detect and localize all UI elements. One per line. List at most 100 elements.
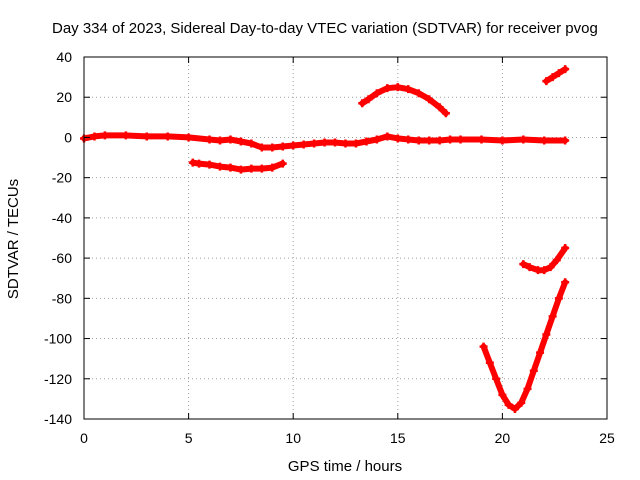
data-point	[404, 85, 413, 94]
data-point	[90, 132, 99, 141]
data-point	[479, 342, 488, 351]
data-point	[257, 164, 266, 173]
data-point	[364, 95, 373, 104]
data-point	[247, 139, 256, 148]
data-point	[247, 164, 256, 173]
data-series	[80, 65, 570, 413]
data-point	[184, 133, 193, 142]
series-arc-mid-right	[519, 244, 570, 275]
data-point	[529, 366, 538, 375]
series-arc-deep-dip	[479, 278, 570, 413]
data-point	[351, 139, 360, 148]
data-point	[561, 278, 570, 287]
data-point	[372, 89, 381, 98]
data-point	[435, 136, 444, 145]
data-point	[320, 138, 329, 147]
x-tick-label: 5	[185, 430, 193, 446]
data-point	[331, 138, 340, 147]
series-trace	[189, 159, 286, 173]
series-arc-top-right	[542, 65, 570, 86]
y-tick-label: 40	[56, 49, 72, 65]
data-point	[226, 135, 235, 144]
data-point	[236, 137, 245, 146]
data-point	[548, 73, 557, 82]
data-point	[121, 131, 130, 140]
y-tick-label: -60	[52, 250, 72, 266]
data-point	[498, 390, 507, 399]
y-tick-label: -120	[44, 371, 72, 387]
y-tick-label: -100	[44, 331, 72, 347]
data-point	[278, 142, 287, 151]
x-tick-label: 0	[80, 430, 88, 446]
data-point	[519, 135, 528, 144]
data-point	[561, 65, 570, 74]
data-point	[425, 95, 434, 104]
data-point	[540, 136, 549, 145]
data-point	[383, 84, 392, 93]
data-point	[561, 136, 570, 145]
data-point	[414, 89, 423, 98]
series-arc-peak-13-17	[358, 83, 450, 118]
grid-lines	[84, 57, 607, 419]
data-point	[456, 135, 465, 144]
data-point	[205, 160, 214, 169]
data-point	[100, 131, 109, 140]
data-point	[414, 136, 423, 145]
plot-frame	[83, 56, 608, 420]
x-axis-label: GPS time / hours	[288, 458, 402, 475]
x-tick-label: 20	[495, 430, 511, 446]
data-point	[163, 132, 172, 141]
data-point	[540, 266, 549, 275]
data-point	[548, 312, 557, 321]
data-point	[404, 135, 413, 144]
data-point	[310, 139, 319, 148]
data-point	[561, 244, 570, 253]
data-point	[393, 83, 402, 92]
series-trace	[543, 66, 569, 85]
data-point	[236, 165, 245, 174]
data-point	[289, 141, 298, 150]
data-point	[519, 260, 528, 269]
data-point	[554, 294, 563, 303]
data-point	[498, 136, 507, 145]
data-point	[425, 136, 434, 145]
y-tick-label: 0	[64, 129, 72, 145]
data-point	[517, 398, 526, 407]
x-tick-label: 10	[285, 430, 301, 446]
data-point	[341, 139, 350, 148]
data-point	[278, 159, 287, 168]
x-tick-label: 15	[390, 430, 406, 446]
data-point	[542, 77, 551, 86]
x-tick-label: 25	[599, 430, 615, 446]
data-point	[546, 263, 555, 272]
data-point	[268, 143, 277, 152]
y-axis-label: SDTVAR / TECUs	[5, 179, 22, 299]
data-point	[195, 159, 204, 168]
data-point	[358, 99, 367, 108]
data-point	[536, 348, 545, 357]
y-tick-label: -80	[52, 290, 72, 306]
chart-title: Day 334 of 2023, Sidereal Day-to-day VTE…	[52, 20, 598, 37]
data-point	[441, 109, 450, 118]
data-point	[552, 256, 561, 265]
y-tick-label: -20	[52, 170, 72, 186]
data-point	[383, 132, 392, 141]
data-point	[362, 137, 371, 146]
series-trace	[359, 84, 449, 117]
data-point	[523, 384, 532, 393]
y-tick-label: -40	[52, 210, 72, 226]
series-arc-low-5-10	[188, 158, 287, 174]
data-point	[525, 263, 534, 272]
data-point	[485, 358, 494, 367]
data-point	[205, 135, 214, 144]
data-point	[554, 69, 563, 78]
data-point	[257, 143, 266, 152]
data-point	[504, 400, 513, 409]
series-baseline	[80, 131, 570, 152]
data-point	[510, 404, 519, 413]
data-point	[446, 135, 455, 144]
data-point	[542, 330, 551, 339]
data-point	[142, 132, 151, 141]
